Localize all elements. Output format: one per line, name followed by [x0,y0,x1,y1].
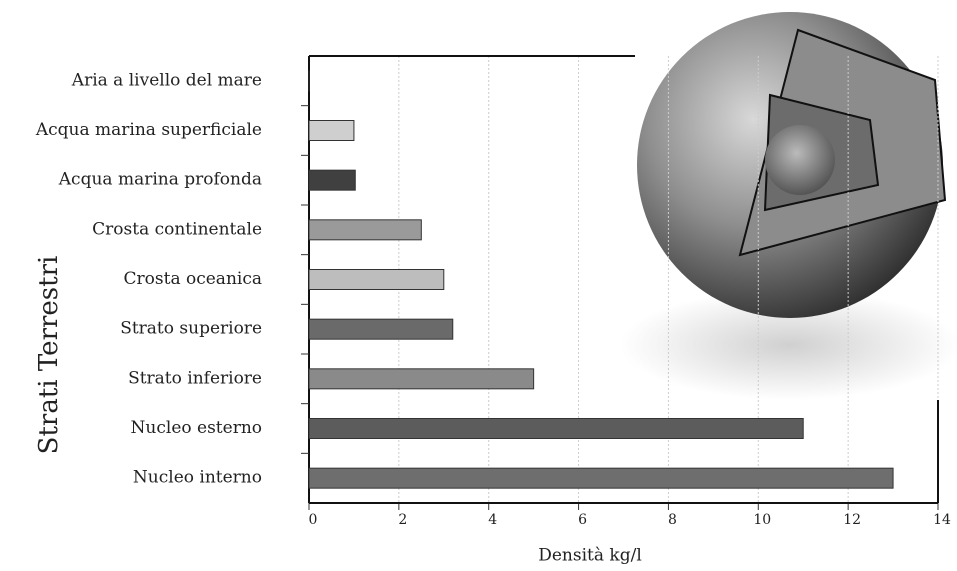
earth-illustration [620,12,957,400]
y-axis-title: Strati Terrestri [34,256,64,455]
y-tick-label: Crosta continentale [92,219,262,239]
x-axis-title: Densità kg/l [538,546,642,566]
x-tick-label: 10 [753,512,771,528]
bar [309,220,421,240]
y-tick-label: Acqua marina profonda [58,170,262,190]
bar [309,468,893,488]
x-tick-label: 0 [309,512,318,528]
bar [309,170,355,190]
y-tick-label: Strato superiore [120,319,262,339]
bar [309,121,354,141]
y-tick-label: Crosta oceanica [124,269,262,289]
y-tick-label: Strato inferiore [128,368,262,388]
y-tick-label: Nucleo interno [133,468,262,488]
x-tick-label: 6 [578,512,587,528]
x-tick-label: 2 [398,512,407,528]
y-tick-label: Acqua marina superficiale [35,120,262,140]
x-tick-label: 12 [843,512,861,528]
x-tick-label: 4 [488,512,497,528]
x-tick-label: 8 [668,512,677,528]
bar [309,419,803,439]
y-tick-label: Nucleo esterno [131,418,262,438]
chart: Strati Terrestri Densità kg/l 0 2 4 6 8 10 12 1… [0,0,957,571]
bar [309,319,453,339]
bar [309,369,534,389]
bar [309,270,444,290]
x-tick-label: 14 [933,512,951,528]
y-tick-label: Aria a livello del mare [71,70,262,90]
